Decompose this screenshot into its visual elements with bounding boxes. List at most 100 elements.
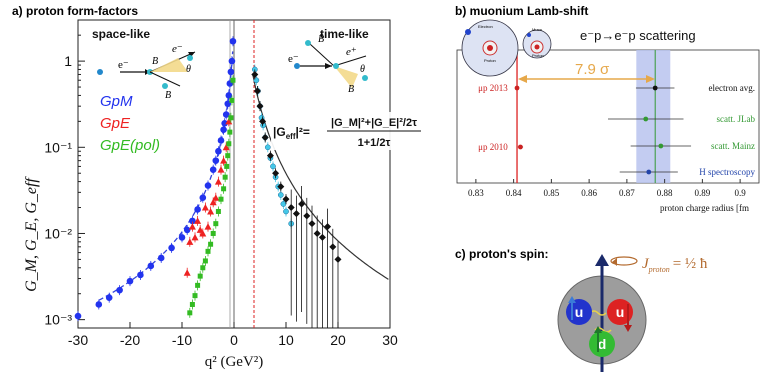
gpe-point (199, 229, 207, 237)
legend-gpe: GpE (100, 115, 131, 132)
gpm-point (224, 100, 232, 108)
gpm-point (222, 111, 230, 118)
gpm-point (227, 68, 235, 76)
radius-point (652, 85, 658, 91)
gpm-point (95, 301, 103, 308)
radius-x-tick-label: 0.87 (619, 188, 635, 198)
geff-cyan-point (277, 192, 284, 198)
radius-point (658, 143, 664, 149)
svg-text:B: B (152, 56, 158, 67)
down-quark-green: d (589, 326, 615, 357)
svg-text:e⁺: e⁺ (346, 46, 357, 58)
legend: GpM GpE GpE(pol) (100, 93, 160, 154)
gpe-point (209, 198, 217, 206)
radius-x-tick-label: 0.83 (468, 188, 484, 198)
gpe-pol-point (218, 196, 224, 202)
geff-formula: |Geff|²= |G_M|²+|G_E|²/2τ 1+1/2τ (271, 112, 421, 150)
geff-black-point (324, 223, 332, 231)
y-tick-label: 10⁻¹ (44, 139, 72, 155)
geff-black-point (253, 87, 261, 95)
gpm-point (183, 226, 191, 234)
gpm-point (212, 157, 220, 164)
gpe-point (214, 178, 222, 185)
gpm-point (221, 119, 228, 127)
gpe-pol-point (197, 273, 203, 279)
svg-text:e⁻: e⁻ (118, 59, 129, 71)
svg-text:e⁻: e⁻ (288, 53, 299, 65)
gpm-point (105, 294, 113, 301)
radius-point (643, 116, 649, 122)
x-tick-label: 0 (230, 332, 238, 348)
y-tick-label: 10⁻³ (44, 312, 72, 328)
svg-text:Proton: Proton (484, 58, 496, 63)
y-tick-label: 10⁻² (44, 225, 72, 241)
radius-series-label: electron avg. (709, 83, 755, 93)
svg-text:|G_M|²+|G_E|²/2τ: |G_M|²+|G_E|²/2τ (331, 117, 417, 129)
gpm-point (215, 147, 222, 155)
gpm-point (225, 92, 233, 99)
gpe-pol-point (230, 77, 236, 83)
gpm-point (194, 206, 201, 213)
gpe-pol-point (192, 293, 198, 299)
radius-point (646, 169, 652, 175)
gpe-point (222, 143, 230, 151)
gpm-point (209, 166, 217, 173)
gpe-pol-point (226, 141, 232, 147)
gpm-point (204, 182, 212, 189)
radius-series-label: H spectroscopy (699, 167, 755, 177)
geff-black-point (313, 229, 321, 237)
svg-text:1+1/2τ: 1+1/2τ (358, 137, 391, 149)
radius-x-tick-label: 0.89 (695, 188, 711, 198)
svg-text:Muon: Muon (532, 27, 542, 32)
svg-text:B̄: B̄ (318, 33, 324, 45)
geff-black-point (272, 169, 280, 177)
gpm-point (228, 57, 236, 65)
gpm-point (229, 37, 237, 45)
radius-series-label: scatt. Mainz (711, 141, 755, 151)
radius-series-label: μp 2013 (478, 83, 508, 93)
electron-avg-band (636, 50, 671, 183)
svg-text:θ: θ (186, 64, 191, 75)
gpm-point (220, 126, 227, 134)
hydrogen-atom-icon: Proton Electron (461, 19, 519, 77)
up-quark-red: u (607, 299, 633, 332)
gpe-pol-point (208, 241, 214, 247)
gpm-point (178, 234, 186, 241)
svg-text:|Geff|²=: |Geff|²= (273, 125, 310, 141)
radius-series-label: μp 2010 (478, 142, 508, 152)
gpe-pol-point (228, 115, 234, 121)
gpm-point (199, 194, 207, 202)
gpe-pol-point (225, 153, 231, 159)
radius-series-label: scatt. JLab (717, 114, 756, 124)
gpe-point (191, 233, 199, 241)
sigma-label: 7.9 σ (575, 61, 610, 78)
geff-black-point (251, 70, 259, 78)
svg-text:B: B (348, 84, 354, 95)
gpm-point (137, 271, 144, 279)
geff-cyan-point (264, 144, 271, 151)
space-like-diagram: e⁻ e⁻ B θ B (97, 43, 196, 101)
x-tick-label: 20 (330, 332, 346, 348)
gpe-point (186, 238, 194, 245)
geff-black-point (259, 117, 267, 125)
gpe-point (212, 194, 220, 201)
svg-text:e⁻: e⁻ (172, 43, 183, 55)
radius-x-label: proton charge radius [fm (660, 203, 749, 213)
gpe-point (201, 204, 209, 211)
geff-fit-curve (252, 73, 389, 280)
svg-text:Proton: Proton (532, 53, 544, 58)
x-tick-label: -10 (172, 332, 192, 348)
gpm-point (126, 277, 134, 285)
gpm-point (168, 244, 175, 252)
gpe-pol-point (224, 163, 230, 169)
geff-cyan-point (283, 208, 289, 215)
geff-cyan-point (270, 163, 276, 170)
up-quark-blue: u (566, 296, 592, 325)
gpe-pol-point (189, 301, 195, 307)
panel-a-title: a) proton form-factors (12, 4, 138, 18)
gpe-pol-point (229, 97, 235, 103)
geff-black-point (266, 152, 274, 160)
